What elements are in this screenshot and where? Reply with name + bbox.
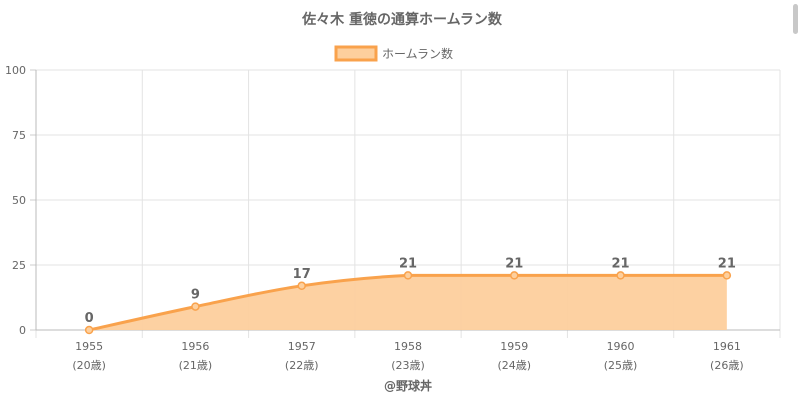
data-point[interactable] bbox=[84, 325, 94, 335]
legend-swatch bbox=[334, 45, 378, 62]
x-tick-sublabel: (21歳) bbox=[179, 359, 213, 372]
legend[interactable]: ホームラン数 bbox=[334, 45, 453, 62]
x-tick-label: 1958 bbox=[394, 340, 422, 353]
data-point[interactable] bbox=[403, 271, 413, 280]
data-point[interactable] bbox=[297, 281, 306, 291]
x-tick-label: 1960 bbox=[607, 340, 635, 353]
data-point[interactable] bbox=[616, 271, 625, 280]
chart-title: 佐々木 重徳の通算ホームラン数 bbox=[301, 11, 503, 28]
data-label: 21 bbox=[399, 256, 417, 271]
y-tick-label: 50 bbox=[12, 194, 26, 207]
data-labels: 0 9 17 21 21 21 21 bbox=[85, 256, 736, 326]
series-area bbox=[89, 275, 727, 330]
x-tick-sublabel: (23歳) bbox=[391, 359, 425, 372]
data-label: 21 bbox=[612, 256, 630, 271]
x-tick-sublabel: (26歳) bbox=[710, 359, 744, 372]
x-axis-label: @野球丼 bbox=[384, 378, 432, 393]
data-points bbox=[84, 271, 732, 335]
data-label: 0 bbox=[85, 311, 94, 326]
scrollbar[interactable] bbox=[793, 4, 798, 34]
data-point[interactable] bbox=[510, 271, 519, 280]
x-tick-sublabel: (24歳) bbox=[497, 359, 531, 372]
data-label: 17 bbox=[293, 267, 311, 282]
data-label: 21 bbox=[505, 256, 523, 271]
series-homeruns bbox=[88, 273, 727, 332]
y-tick-label: 0 bbox=[19, 324, 26, 337]
y-tick-label: 100 bbox=[5, 64, 26, 77]
x-tick-labels: 1955 (20歳) 1956 (21歳) 1957 (22歳) 1958 (23歳) 1959… bbox=[72, 340, 743, 372]
y-tick-labels: 0 25 50 75 100 bbox=[5, 64, 26, 337]
x-tick-sublabel: (20歳) bbox=[72, 359, 106, 372]
y-tick-label: 25 bbox=[12, 259, 26, 272]
x-tick-label: 1955 bbox=[75, 340, 103, 353]
data-point[interactable] bbox=[722, 271, 732, 280]
x-tick-sublabel: (22歳) bbox=[285, 359, 319, 372]
legend-label: ホームラン数 bbox=[382, 46, 453, 61]
x-tick-label: 1957 bbox=[288, 340, 316, 353]
x-tick-sublabel: (25歳) bbox=[604, 359, 638, 372]
x-tick-label: 1956 bbox=[181, 340, 209, 353]
x-tick-label: 1961 bbox=[713, 340, 741, 353]
data-label: 9 bbox=[191, 288, 200, 303]
y-tick-label: 75 bbox=[12, 129, 26, 142]
data-point[interactable] bbox=[191, 302, 200, 311]
x-tick-label: 1959 bbox=[500, 340, 528, 353]
data-label: 21 bbox=[718, 256, 736, 271]
